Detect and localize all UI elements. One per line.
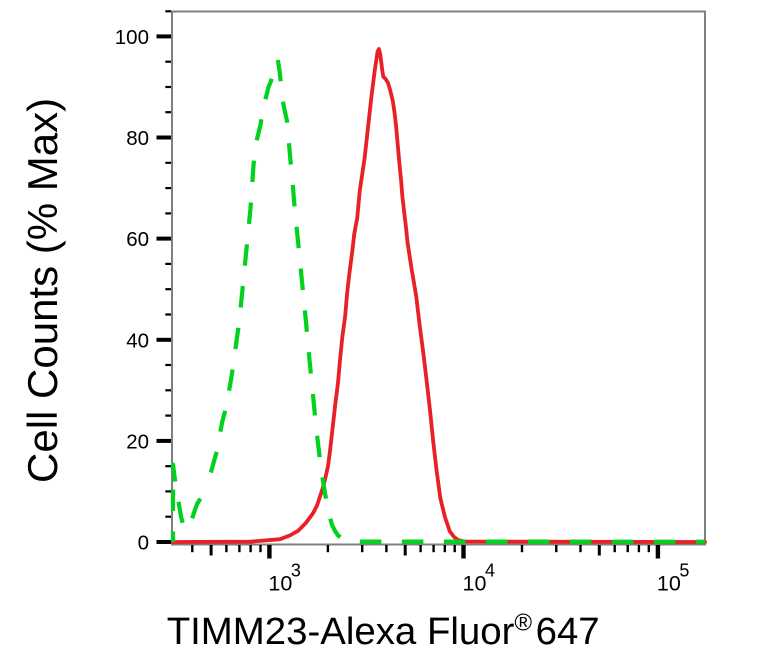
svg-text:80: 80 [126,127,149,150]
svg-text:100: 100 [115,26,149,49]
svg-text:10: 10 [268,572,292,596]
svg-text:60: 60 [126,228,149,251]
svg-text:10: 10 [657,572,681,596]
svg-text:10: 10 [463,572,487,596]
svg-text:TIMM23-Alexa Fluor®647: TIMM23-Alexa Fluor®647 [167,610,600,654]
svg-text:4: 4 [485,561,495,581]
svg-text:Cell Counts (% Max): Cell Counts (% Max) [19,98,66,483]
svg-text:20: 20 [126,430,149,453]
svg-text:0: 0 [138,532,149,555]
svg-text:5: 5 [679,561,689,581]
svg-text:40: 40 [126,329,149,352]
svg-text:3: 3 [291,561,301,581]
